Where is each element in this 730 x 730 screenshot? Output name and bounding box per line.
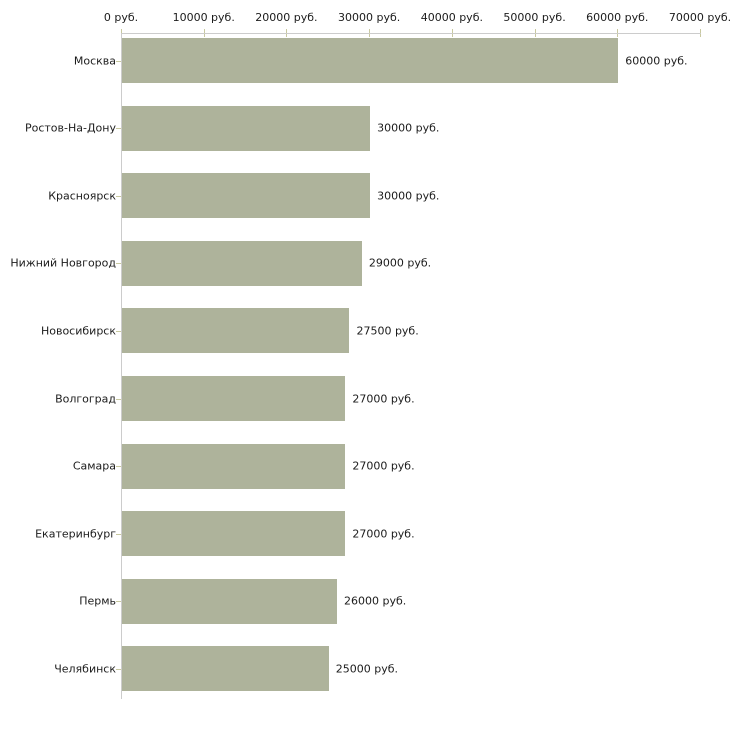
- value-label: 25000 руб.: [335, 662, 399, 676]
- y-tick-mark: [116, 330, 121, 332]
- x-tick-label: 0 руб.: [103, 11, 139, 24]
- bar: [122, 173, 371, 219]
- value-label: 30000 руб.: [377, 189, 440, 203]
- category-label: Москва: [73, 54, 116, 67]
- y-axis-line: [121, 33, 122, 699]
- bar: [122, 105, 371, 151]
- y-tick-mark: [116, 195, 121, 197]
- y-tick-mark: [116, 533, 121, 535]
- bar: [122, 578, 338, 624]
- y-tick-mark: [116, 263, 121, 265]
- y-tick-mark: [116, 601, 121, 603]
- bar: [122, 38, 619, 83]
- value-label: 27500 руб.: [356, 324, 419, 338]
- category-label: Ростов-На-Дону: [24, 121, 116, 135]
- value-label: 27000 руб.: [352, 392, 415, 405]
- bar: [122, 511, 346, 557]
- y-tick-mark: [116, 128, 121, 130]
- value-label: 29000 руб.: [368, 256, 432, 270]
- value-label: 27000 руб.: [352, 527, 415, 541]
- y-tick-mark: [116, 668, 121, 670]
- value-label: 27000 руб.: [352, 459, 415, 473]
- x-tick-label: 70000 руб.: [668, 11, 730, 24]
- bar: [122, 646, 329, 692]
- y-tick-mark: [116, 60, 121, 62]
- category-label: Волгоград: [55, 392, 116, 405]
- x-tick-label: 10000 руб.: [172, 11, 235, 24]
- value-label: 26000 руб.: [344, 594, 407, 608]
- x-tick-label: 20000 руб.: [255, 11, 318, 24]
- bar: [122, 376, 346, 421]
- x-tick-label: 30000 руб.: [338, 11, 401, 24]
- x-axis-line: [121, 33, 701, 34]
- bar: [122, 240, 362, 286]
- x-tick-label: 60000 руб.: [586, 11, 649, 24]
- category-label: Пермь: [79, 594, 116, 608]
- category-label: Челябинск: [54, 662, 116, 676]
- category-label: Екатеринбург: [35, 527, 116, 541]
- bar: [122, 308, 350, 354]
- x-tick-label: 50000 руб.: [503, 11, 566, 24]
- category-label: Новосибирск: [40, 324, 116, 338]
- y-tick-mark: [116, 398, 121, 400]
- category-label: Красноярск: [48, 189, 116, 203]
- bar: [122, 443, 346, 489]
- y-tick-mark: [116, 466, 121, 468]
- x-tick-label: 40000 руб.: [420, 11, 483, 24]
- category-label: Самара: [72, 459, 116, 473]
- category-label: Нижний Новгород: [10, 256, 116, 270]
- value-label: 60000 руб.: [625, 54, 688, 67]
- value-label: 30000 руб.: [377, 121, 440, 135]
